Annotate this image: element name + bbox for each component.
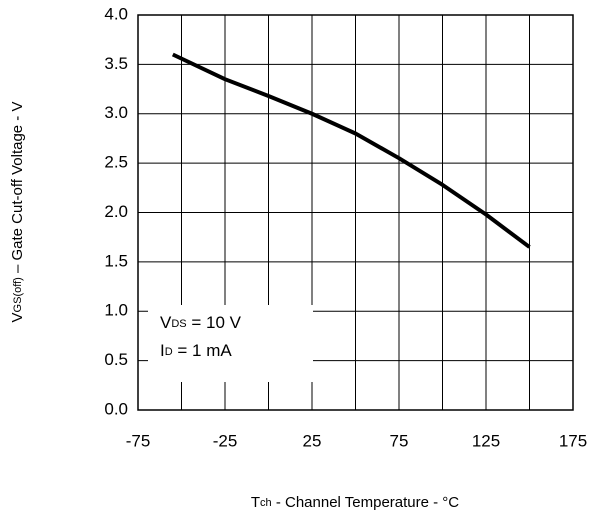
annotation-part: DS — [171, 318, 186, 330]
y-tick-label: 3.5 — [104, 54, 128, 73]
x-tick-label: -75 — [126, 431, 151, 450]
y-axis-label: VGS(off) – Gate Cut-off Voltage - V — [9, 102, 26, 323]
annotation-part: = 1 mA — [173, 341, 233, 360]
annotation: VDS = 10 V — [160, 313, 242, 332]
y-axis-label-part: – Gate Cut-off Voltage - V — [9, 102, 26, 278]
plot-frame — [137, 14, 574, 411]
x-tick-label: 125 — [472, 431, 500, 450]
annotation-box — [148, 305, 313, 382]
annotation-part: V — [160, 313, 172, 332]
x-tick-label: 175 — [559, 431, 587, 450]
annotation-part: I — [160, 341, 165, 360]
x-axis-label-part: T — [251, 494, 260, 511]
y-axis-label-part: V — [9, 312, 26, 322]
annotation-part: = 10 V — [187, 313, 242, 332]
annotation-part: D — [165, 346, 173, 358]
y-tick-label: 2.0 — [104, 202, 128, 221]
x-axis-label-part: - Channel Temperature - °C — [272, 494, 460, 511]
x-axis-label-part: ch — [260, 497, 272, 509]
x-axis-label: Tch - Channel Temperature - °C — [251, 494, 459, 511]
y-tick-label: 0.5 — [104, 350, 128, 369]
y-axis-label-part: GS(off) — [12, 277, 24, 312]
y-tick-label: 0.0 — [104, 399, 128, 418]
y-tick-label: 4.0 — [104, 4, 128, 23]
x-tick-label: 75 — [390, 431, 409, 450]
data-line — [171, 52, 531, 249]
y-tick-label: 3.0 — [104, 103, 128, 122]
x-tick-label: 25 — [303, 431, 322, 450]
y-tick-label: 2.5 — [104, 153, 128, 172]
annotation: ID = 1 mA — [160, 341, 232, 360]
x-tick-label: -25 — [213, 431, 238, 450]
y-tick-label: 1.0 — [104, 301, 128, 320]
y-tick-label: 1.5 — [104, 251, 128, 270]
